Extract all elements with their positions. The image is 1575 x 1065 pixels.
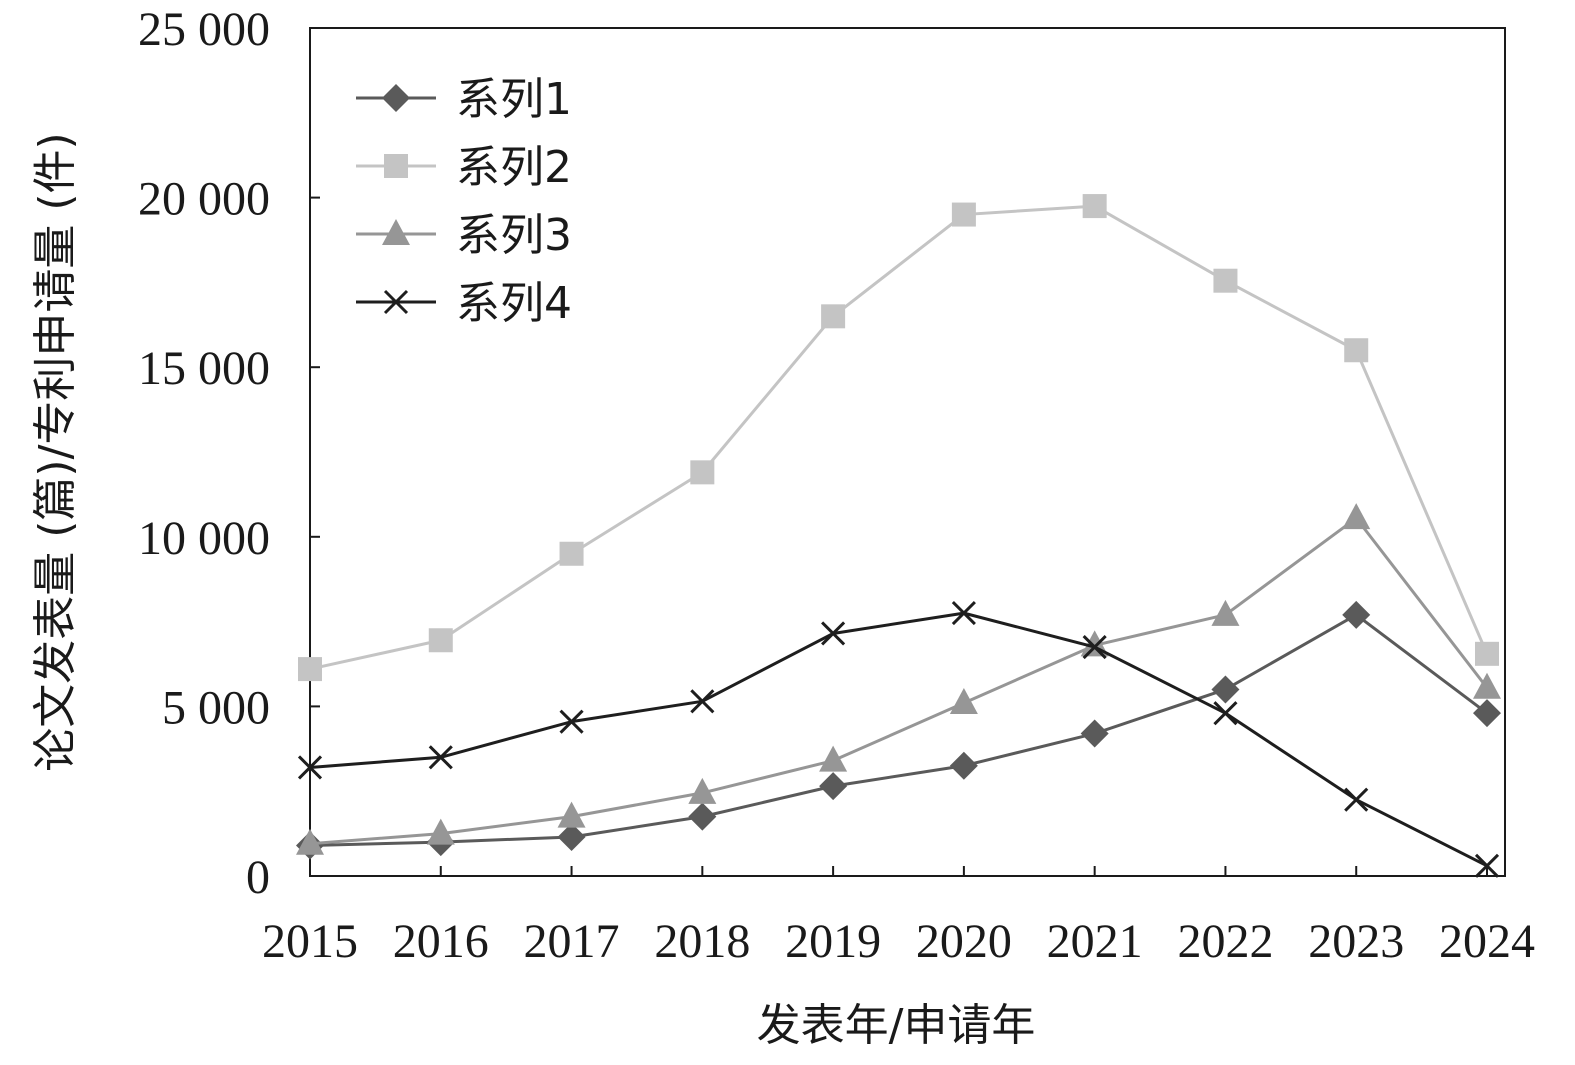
series-2-point bbox=[1475, 641, 1499, 666]
series-4-line bbox=[309, 611, 1488, 868]
series-1-point bbox=[557, 822, 586, 851]
x-tick-label: 2016 bbox=[393, 915, 489, 968]
x-tick-label: 2022 bbox=[1177, 915, 1273, 968]
series-3-point bbox=[949, 688, 978, 715]
y-tick-label: 0 bbox=[246, 851, 270, 904]
series-2-point bbox=[1344, 338, 1369, 363]
x-tick-label: 2021 bbox=[1047, 915, 1143, 968]
y-tick-label: 20 000 bbox=[138, 173, 270, 226]
series-2-point bbox=[821, 304, 846, 329]
series-1-line bbox=[309, 613, 1488, 847]
series-3-point bbox=[1473, 672, 1501, 699]
series-4-point bbox=[690, 689, 715, 714]
legend-label: 系列4 bbox=[456, 278, 572, 329]
series-4-point bbox=[297, 755, 323, 780]
series-3-line bbox=[309, 516, 1489, 846]
y-tick-label: 15 000 bbox=[138, 342, 270, 395]
series-2-point bbox=[690, 460, 715, 485]
legend-marker bbox=[382, 219, 410, 245]
series-3-point bbox=[296, 828, 324, 855]
series-3-point bbox=[557, 801, 586, 828]
point-stroke bbox=[383, 289, 409, 315]
series-4-point bbox=[1344, 787, 1369, 812]
series-3-point bbox=[1211, 599, 1240, 626]
series-4-point bbox=[1474, 853, 1500, 878]
series-1-point bbox=[1473, 699, 1501, 728]
series-1-point bbox=[688, 802, 717, 831]
point-stroke bbox=[951, 601, 976, 626]
y-axis-title: 论文发表量 (篇)/专利申请量 (件) bbox=[30, 132, 81, 771]
series-4-point bbox=[821, 621, 846, 646]
legend-marker bbox=[384, 154, 408, 178]
legend-label: 系列2 bbox=[456, 142, 572, 193]
series-3-point bbox=[426, 818, 455, 845]
series-4-point bbox=[428, 745, 453, 770]
series-2-point bbox=[1082, 194, 1107, 219]
x-tick-label: 2018 bbox=[654, 915, 750, 968]
series-4-point bbox=[1082, 634, 1107, 660]
point-stroke bbox=[821, 621, 846, 646]
legend-marker bbox=[382, 84, 410, 112]
series-2-point bbox=[428, 628, 453, 653]
series-2-point bbox=[298, 657, 322, 682]
legend-label: 系列3 bbox=[456, 210, 572, 261]
x-tick-label: 2015 bbox=[262, 915, 358, 968]
point-stroke bbox=[1082, 634, 1107, 660]
x-tick-label: 2020 bbox=[916, 915, 1012, 968]
legend-label: 系列1 bbox=[456, 74, 572, 125]
series-1-point bbox=[819, 772, 848, 801]
point-stroke bbox=[297, 755, 323, 780]
series-4-point bbox=[951, 601, 976, 626]
series-4-point bbox=[559, 709, 584, 734]
y-tick-label: 25 000 bbox=[138, 3, 270, 56]
series-1-point bbox=[1080, 719, 1109, 748]
series-2-point bbox=[559, 541, 584, 566]
x-axis-title: 发表年/申请年 bbox=[757, 1000, 1036, 1051]
point-stroke bbox=[428, 745, 453, 770]
y-tick-label: 10 000 bbox=[138, 512, 270, 565]
point-stroke bbox=[690, 689, 715, 714]
series-3-point bbox=[688, 777, 717, 804]
point-stroke bbox=[1344, 787, 1369, 812]
series-2-point bbox=[1213, 268, 1238, 293]
x-tick-label: 2019 bbox=[785, 915, 881, 968]
series-4-point bbox=[1213, 701, 1238, 726]
x-tick-label: 2023 bbox=[1308, 915, 1404, 968]
series-2-point bbox=[951, 202, 976, 227]
plot-area-frame bbox=[309, 27, 1506, 877]
series-1-point bbox=[1342, 600, 1371, 629]
series-3-point bbox=[1342, 503, 1371, 530]
x-tick-label: 2024 bbox=[1439, 915, 1535, 968]
series-2-line bbox=[309, 204, 1489, 671]
y-tick-label: 5 000 bbox=[162, 681, 270, 734]
series-3-point bbox=[819, 745, 848, 772]
point-stroke bbox=[1213, 701, 1238, 726]
series-1-point bbox=[1211, 675, 1240, 704]
point-stroke bbox=[559, 709, 584, 734]
series-1-point bbox=[949, 751, 978, 780]
legend-marker bbox=[383, 289, 409, 315]
x-tick-label: 2017 bbox=[524, 915, 620, 968]
point-stroke bbox=[1474, 853, 1500, 878]
